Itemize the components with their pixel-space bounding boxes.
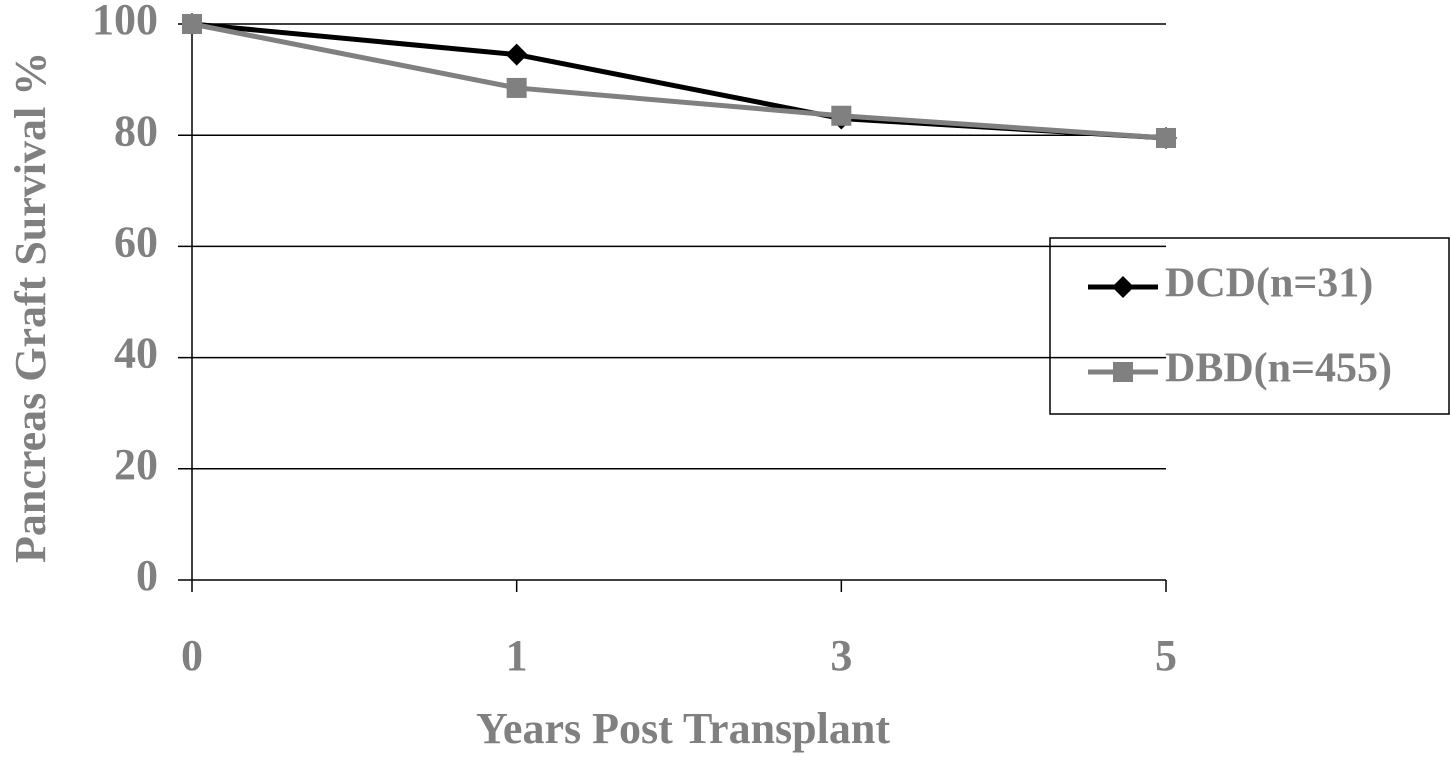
marker xyxy=(1156,127,1176,148)
x-tick-label: 1 xyxy=(506,631,528,680)
x-tick-label: 3 xyxy=(830,631,852,680)
series-line xyxy=(191,21,1167,141)
y-tick-label: 40 xyxy=(114,329,158,378)
y-tick-label: 80 xyxy=(114,106,158,155)
y-tick-label: 0 xyxy=(136,551,158,600)
x-axis-title: Years Post Transplant xyxy=(476,704,890,753)
x-tick-label: 5 xyxy=(1155,631,1177,680)
y-tick-label: 100 xyxy=(92,0,158,44)
marker xyxy=(831,105,852,126)
marker xyxy=(506,77,527,98)
series-line xyxy=(191,21,1167,141)
marker xyxy=(1112,276,1134,298)
marker xyxy=(1113,362,1133,382)
legend-label: DBD(n=455) xyxy=(1165,346,1392,392)
marker xyxy=(182,14,202,34)
y-tick-label: 20 xyxy=(114,440,158,489)
legend-label: DCD(n=31) xyxy=(1165,261,1373,307)
y-tick-label: 60 xyxy=(114,217,158,266)
marker xyxy=(505,43,528,66)
x-tick-label: 0 xyxy=(181,631,203,680)
y-axis-title: Pancreas Graft Survival % xyxy=(6,52,55,563)
legend-box xyxy=(1049,237,1450,415)
